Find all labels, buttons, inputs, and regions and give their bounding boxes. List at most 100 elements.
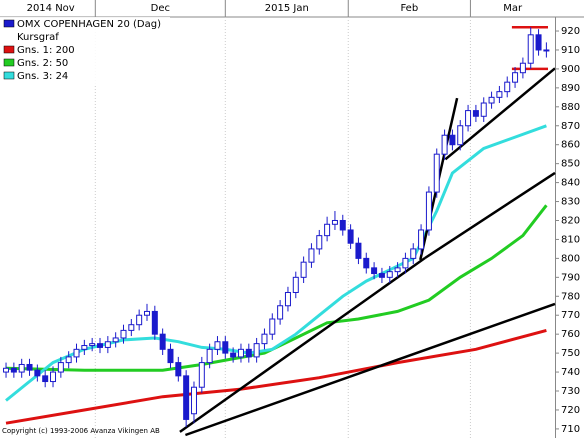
candle-body (26, 363, 33, 371)
candle-body (10, 367, 17, 373)
trend-line (424, 171, 556, 260)
candle-body (183, 375, 190, 420)
candle-body (159, 333, 166, 350)
y-tick-label: 780 (561, 291, 580, 302)
candle-body (230, 352, 237, 358)
candle-body (433, 153, 440, 193)
candle-body (441, 134, 448, 155)
candle-body (371, 267, 378, 275)
y-tick-label: 730 (561, 386, 580, 397)
y-tick-label: 710 (561, 424, 580, 435)
candle-body (42, 375, 49, 383)
y-tick-label: 800 (561, 253, 580, 264)
y-tick-label: 920 (561, 26, 580, 37)
candle-body (261, 333, 268, 345)
footer: Copyright (c) 1993-2006 Avanza Vikingen … (2, 427, 160, 435)
candle-body (488, 96, 495, 104)
candle-body (449, 134, 456, 146)
candle-body (527, 34, 534, 64)
y-tick-label: 840 (561, 178, 580, 189)
candle-body (386, 271, 393, 278)
y-tick-label: 910 (561, 45, 580, 56)
trend-line (179, 256, 426, 433)
candle-body (425, 191, 432, 231)
candle-body (457, 125, 464, 146)
candle-body (504, 81, 511, 93)
x-tick-label: Dec (151, 3, 170, 14)
candle-body (112, 337, 119, 343)
candle-body (245, 348, 252, 358)
candle-body (97, 343, 104, 348)
candle-body (378, 273, 385, 278)
y-tick-label: 790 (561, 272, 580, 283)
legend-label: Gns. 3: 24 (17, 71, 68, 82)
candle-body (214, 341, 221, 350)
plot-area (3, 17, 556, 438)
y-tick-label: 810 (561, 234, 580, 245)
legend-label: Gns. 1: 200 (17, 45, 75, 56)
candle-body (410, 248, 417, 259)
candle-body (50, 371, 57, 383)
candle-body (81, 345, 88, 350)
y-tick-label: 890 (561, 83, 580, 94)
y-tick-label: 870 (561, 121, 580, 132)
candle-body (57, 362, 64, 373)
legend-swatch (3, 58, 15, 67)
candle-body (190, 386, 197, 415)
candle-body (496, 91, 503, 98)
candle-body (284, 291, 291, 307)
candle-body (253, 343, 260, 358)
candle-body (519, 62, 526, 74)
candle-body (512, 72, 519, 83)
candle-body (167, 348, 174, 364)
candle-body (363, 257, 370, 269)
candle-body (418, 229, 425, 250)
candle-body (175, 362, 182, 377)
candle-body (198, 362, 205, 388)
candle-body (480, 102, 487, 117)
candle-body (120, 329, 127, 339)
candle-body (151, 310, 158, 335)
y-tick-label: 820 (561, 215, 580, 226)
candle-body (292, 276, 299, 293)
legend-subtitle: Kursgraf (17, 32, 59, 43)
y-tick-label: 770 (561, 310, 580, 321)
moving-average-line (5, 124, 547, 402)
candle-body (143, 310, 150, 316)
y-tick-label: 860 (561, 140, 580, 151)
candle-body (237, 348, 244, 358)
trend-line (184, 302, 556, 437)
candle-body (543, 49, 550, 52)
legend-swatch (3, 71, 15, 80)
y-tick-label: 880 (561, 102, 580, 113)
candle-body (136, 314, 143, 326)
legend-swatch (3, 45, 15, 54)
legend-label: OMX COPENHAGEN 20 (Dag) (17, 19, 161, 30)
candle-body (18, 363, 25, 373)
y-tick-label: 720 (561, 405, 580, 416)
y-tick-label: 850 (561, 159, 580, 170)
moving-average-line (5, 328, 547, 425)
y-tick-label: 740 (561, 367, 580, 378)
moving-average-line (5, 204, 548, 372)
candle-body (324, 223, 331, 237)
candle-body (347, 229, 354, 244)
x-tick-label: 2014 Nov (27, 3, 75, 14)
candle-body (222, 341, 229, 354)
legend-swatch (3, 19, 15, 28)
candle-body (308, 248, 315, 263)
candle-body (394, 267, 401, 273)
candle-body (73, 348, 80, 358)
x-tick-label: 2015 Jan (265, 3, 309, 14)
trend-line (444, 67, 556, 161)
y-tick-label: 900 (561, 64, 580, 75)
candle-body (34, 369, 41, 377)
candle-body (104, 341, 111, 348)
candle-body (316, 235, 323, 250)
y-tick-label: 760 (561, 329, 580, 340)
candle-body (206, 348, 213, 364)
candle-body (355, 242, 362, 259)
candle-body (65, 356, 72, 364)
candle-body (269, 318, 276, 335)
candle-body (339, 219, 346, 231)
